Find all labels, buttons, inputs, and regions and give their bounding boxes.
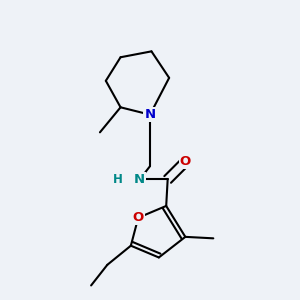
Text: O: O bbox=[180, 155, 191, 168]
Text: H: H bbox=[113, 173, 122, 186]
Text: N: N bbox=[134, 173, 145, 186]
Text: O: O bbox=[133, 211, 144, 224]
Text: N: N bbox=[144, 108, 156, 121]
